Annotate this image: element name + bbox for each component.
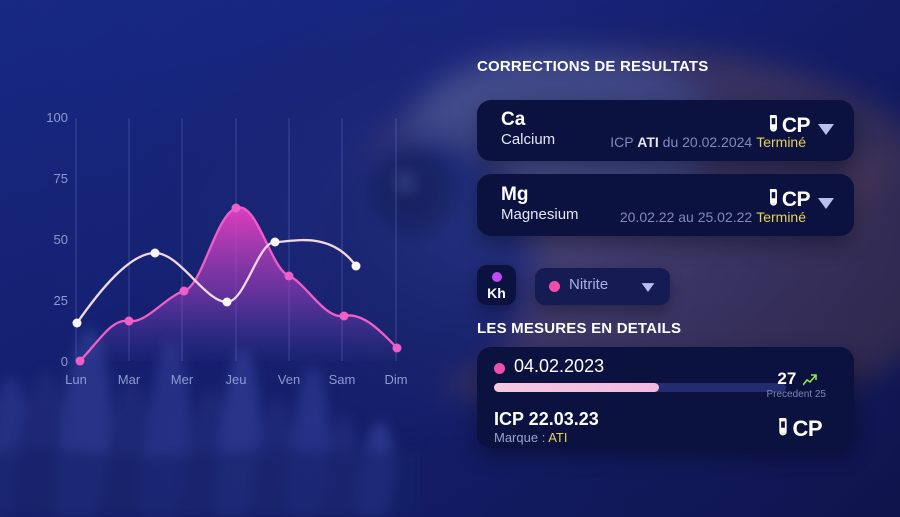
svg-text:25: 25 <box>54 293 68 308</box>
svg-text:Sam: Sam <box>329 372 356 387</box>
svg-text:100: 100 <box>46 110 68 125</box>
svg-text:Dim: Dim <box>384 372 407 387</box>
svg-text:0: 0 <box>61 354 68 369</box>
svg-text:50: 50 <box>54 232 68 247</box>
svg-text:Mer: Mer <box>171 372 194 387</box>
svg-text:Ven: Ven <box>278 372 300 387</box>
svg-text:Lun: Lun <box>65 372 87 387</box>
svg-text:Mar: Mar <box>118 372 141 387</box>
svg-text:Jeu: Jeu <box>226 372 247 387</box>
svg-text:75: 75 <box>54 171 68 186</box>
